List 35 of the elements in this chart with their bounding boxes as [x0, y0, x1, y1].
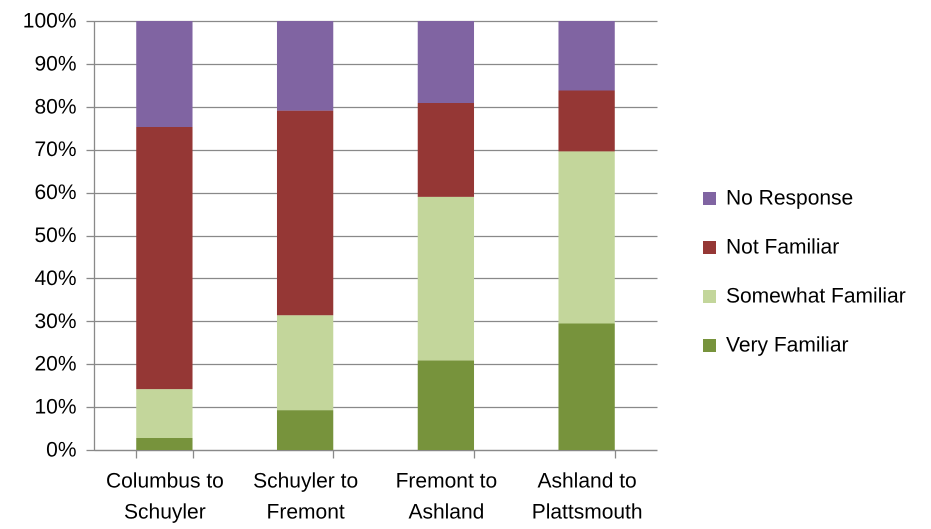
y-tick-label: 50%: [34, 224, 76, 247]
bar: [276, 110, 334, 316]
bar: [418, 102, 474, 197]
x-tick-label: Ashland to Plattsmouth: [532, 470, 643, 524]
y-tick-label: 10%: [34, 396, 76, 419]
bar: [276, 21, 334, 111]
y-tick-label: 0%: [46, 438, 76, 462]
bar: [558, 21, 615, 90]
legend-label: Not Familiar: [726, 236, 840, 258]
bar: [558, 90, 615, 152]
bar: [136, 21, 193, 127]
legend-label: No Response: [726, 186, 854, 210]
bar: [418, 360, 474, 450]
bar: [136, 438, 193, 450]
y-tick-label: 30%: [34, 310, 76, 333]
bar: [276, 410, 334, 450]
bar: [136, 389, 193, 438]
bar: [558, 323, 615, 450]
y-tick-label: 90%: [34, 52, 76, 76]
bar: [558, 151, 615, 324]
y-tick-label: 70%: [34, 138, 76, 162]
legend-label: Somewhat Familiar: [726, 284, 906, 308]
y-tick-label: 40%: [34, 266, 76, 290]
y-tick-label: 100%: [22, 10, 76, 32]
y-tick-label: 20%: [34, 352, 76, 376]
legend-label: Very Familiar: [726, 334, 849, 356]
bar: [136, 126, 193, 390]
y-tick-label: 60%: [34, 181, 76, 204]
x-tick-label: Columbus to Schuyler: [106, 470, 224, 524]
y-tick-label: 80%: [34, 95, 76, 118]
bar: [418, 196, 474, 360]
bar: [276, 315, 334, 410]
x-tick-label: Schuyler to Fremont: [253, 470, 358, 524]
x-tick-label: Fremont to Ashland: [396, 470, 498, 524]
bar: [418, 21, 474, 103]
